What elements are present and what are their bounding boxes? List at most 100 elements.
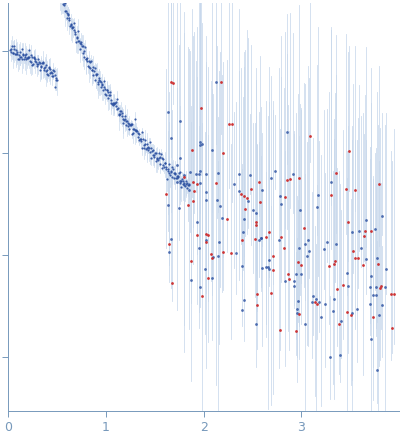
Point xyxy=(375,180,381,187)
Point xyxy=(122,115,128,122)
Point xyxy=(84,58,91,65)
Point xyxy=(76,40,83,47)
Point xyxy=(124,117,130,124)
Point xyxy=(131,127,138,134)
Point xyxy=(176,169,183,176)
Point xyxy=(135,131,142,138)
Point xyxy=(269,267,275,274)
Point xyxy=(140,145,146,152)
Point xyxy=(132,128,139,135)
Point xyxy=(171,170,178,177)
Point xyxy=(91,67,97,74)
Point xyxy=(178,178,184,185)
Point xyxy=(275,236,282,243)
Point xyxy=(87,57,94,64)
Point xyxy=(150,153,157,160)
Point xyxy=(102,85,108,92)
Point xyxy=(256,199,263,206)
Point xyxy=(332,170,339,177)
Point xyxy=(202,196,209,203)
Point xyxy=(138,129,145,136)
Point xyxy=(47,66,53,73)
Point xyxy=(241,296,247,303)
Point xyxy=(164,202,170,209)
Point xyxy=(45,71,51,78)
Point xyxy=(371,225,377,232)
Point xyxy=(295,175,301,182)
Point xyxy=(89,63,96,70)
Point xyxy=(265,266,271,273)
Point xyxy=(167,79,174,86)
Point xyxy=(362,255,369,262)
Point xyxy=(197,105,203,112)
Point xyxy=(265,229,271,236)
Point xyxy=(21,56,27,63)
Point xyxy=(175,172,181,179)
Point xyxy=(12,47,19,54)
Point xyxy=(276,192,283,199)
Point xyxy=(30,60,36,67)
Point xyxy=(195,170,202,177)
Point xyxy=(98,81,105,88)
Point xyxy=(136,137,142,144)
Point xyxy=(252,210,259,217)
Point xyxy=(377,283,383,290)
Point xyxy=(176,118,183,125)
Point xyxy=(331,258,337,265)
Point xyxy=(147,145,154,152)
Point xyxy=(73,33,80,40)
Point xyxy=(91,65,97,72)
Point xyxy=(360,232,367,239)
Point xyxy=(168,163,174,170)
Point xyxy=(181,181,187,188)
Point xyxy=(361,227,367,234)
Point xyxy=(125,120,131,127)
Point xyxy=(141,136,148,143)
Point xyxy=(10,49,16,56)
Point xyxy=(86,63,92,70)
Point xyxy=(300,224,306,231)
Point xyxy=(239,229,246,236)
Point xyxy=(101,84,107,91)
Point xyxy=(292,327,298,334)
Point xyxy=(29,62,36,69)
Point xyxy=(114,96,120,103)
Point xyxy=(179,177,185,184)
Point xyxy=(342,185,348,192)
Point xyxy=(134,130,140,137)
Point xyxy=(70,20,77,27)
Point xyxy=(162,190,168,197)
Point xyxy=(374,260,381,267)
Point xyxy=(216,239,222,246)
Point xyxy=(311,299,317,306)
Point xyxy=(185,187,191,194)
Point xyxy=(165,240,172,247)
Point xyxy=(7,46,14,53)
Point xyxy=(44,70,51,77)
Point xyxy=(69,24,75,31)
Point xyxy=(135,134,141,141)
Point xyxy=(344,218,351,225)
Point xyxy=(184,182,190,189)
Point xyxy=(369,314,375,321)
Point xyxy=(262,264,268,271)
Point xyxy=(106,91,113,98)
Point xyxy=(366,284,372,291)
Point xyxy=(295,245,301,252)
Point xyxy=(180,181,186,188)
Point xyxy=(249,206,255,213)
Point xyxy=(283,176,290,183)
Point xyxy=(313,301,320,308)
Point xyxy=(238,237,245,244)
Point xyxy=(92,71,99,78)
Point xyxy=(51,83,58,90)
Point xyxy=(48,73,55,80)
Point xyxy=(25,55,31,62)
Point xyxy=(99,82,105,89)
Point xyxy=(167,169,173,176)
Point xyxy=(348,228,354,235)
Point xyxy=(217,79,223,86)
Point xyxy=(130,125,136,132)
Point xyxy=(181,172,187,179)
Point xyxy=(170,170,176,177)
